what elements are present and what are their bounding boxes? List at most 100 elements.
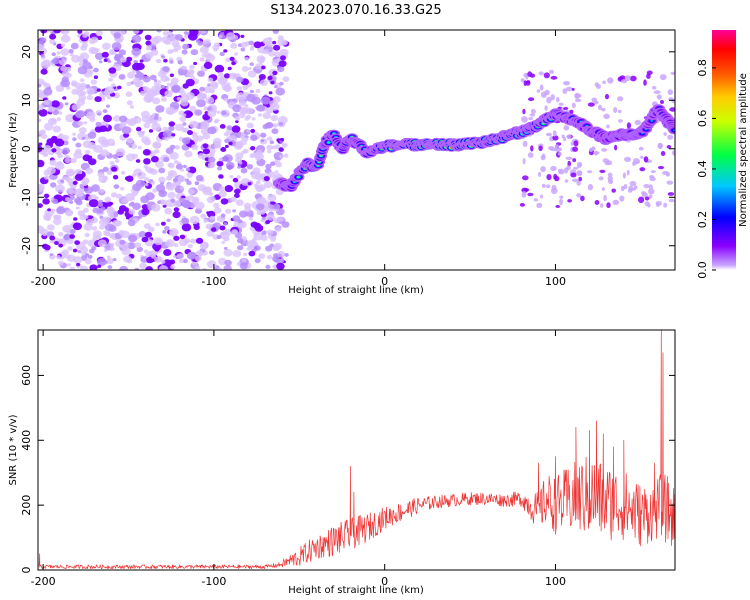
noise-cell <box>273 44 281 51</box>
noise-cell <box>74 168 83 176</box>
noise-cell <box>638 196 645 203</box>
noise-cell <box>260 235 268 241</box>
noise-cell <box>538 71 544 76</box>
noise-cell <box>79 52 90 61</box>
noise-cell <box>612 199 620 205</box>
noise-cell <box>205 39 211 44</box>
noise-cell <box>256 104 265 112</box>
noise-cell <box>219 51 225 57</box>
noise-cell <box>660 151 666 156</box>
noise-cell <box>256 180 261 185</box>
noise-cell <box>65 209 74 217</box>
noise-cell <box>153 116 159 120</box>
noise-cell <box>111 83 116 88</box>
noise-cell <box>561 134 565 139</box>
noise-cell <box>74 240 80 246</box>
ridge-cell <box>672 129 675 132</box>
noise-cell <box>43 169 51 176</box>
noise-cell <box>192 121 198 126</box>
noise-cell <box>84 258 92 265</box>
noise-cell <box>205 96 215 105</box>
noise-cell <box>203 218 209 223</box>
noise-cell <box>643 79 647 86</box>
noise-cell <box>125 216 130 220</box>
noise-cell <box>144 183 149 187</box>
noise-cell <box>61 249 69 256</box>
noise-cell <box>155 222 160 227</box>
noise-cell <box>70 80 78 86</box>
noise-cell <box>545 132 553 137</box>
noise-cell <box>195 237 204 244</box>
noise-cell <box>128 209 136 215</box>
noise-cell <box>86 87 95 96</box>
noise-cell <box>181 200 192 209</box>
noise-cell <box>169 152 179 160</box>
noise-cell <box>236 86 243 91</box>
noise-cell <box>199 86 206 92</box>
noise-cell <box>249 89 254 94</box>
noise-cell <box>120 231 125 236</box>
noise-cell <box>523 73 529 78</box>
noise-cell <box>538 145 543 152</box>
noise-cell <box>577 171 583 176</box>
noise-cell <box>101 216 111 225</box>
noise-cell <box>218 157 223 162</box>
noise-cell <box>217 267 223 270</box>
noise-cell <box>158 265 169 270</box>
noise-cell <box>643 156 649 163</box>
noise-cell <box>195 39 201 43</box>
noise-cell <box>155 160 164 168</box>
noise-cell <box>182 83 189 89</box>
noise-cell <box>70 42 79 50</box>
noise-cell <box>170 198 176 203</box>
noise-cell <box>237 245 244 251</box>
noise-cell <box>144 177 150 182</box>
noise-cell <box>266 136 273 141</box>
noise-cell <box>70 157 77 164</box>
noise-cell <box>62 140 69 146</box>
noise-cell <box>226 32 236 40</box>
noise-cell <box>573 140 579 147</box>
noise-cell <box>558 102 564 106</box>
noise-cell <box>574 98 582 103</box>
noise-cell <box>624 75 631 82</box>
noise-cell <box>108 225 117 232</box>
noise-cell <box>56 51 61 55</box>
noise-cell <box>94 96 102 103</box>
noise-cell <box>272 40 277 45</box>
noise-cell <box>165 86 170 90</box>
noise-cell <box>555 205 561 208</box>
noise-cell <box>88 46 98 55</box>
noise-cell <box>175 163 183 170</box>
noise-cell <box>39 37 47 44</box>
colorbar-tick-label: 0.0 <box>696 261 709 279</box>
noise-cell <box>54 241 59 245</box>
noise-cell <box>189 30 199 36</box>
noise-cell <box>97 264 102 268</box>
noise-cell <box>132 116 142 124</box>
noise-cell <box>209 250 215 255</box>
noise-cell <box>522 175 529 181</box>
noise-cell <box>145 266 153 270</box>
noise-cell <box>50 182 57 188</box>
noise-cell <box>194 109 203 116</box>
y-tick-label: 600 <box>20 365 33 386</box>
x-tick-label: -200 <box>31 575 56 588</box>
noise-cell <box>181 127 187 133</box>
noise-cell <box>111 166 118 172</box>
noise-cell <box>207 77 214 83</box>
noise-cell <box>190 75 195 80</box>
noise-cell <box>601 148 608 152</box>
noise-cell <box>255 88 261 94</box>
noise-cell <box>246 122 254 129</box>
noise-cell <box>123 255 132 263</box>
noise-cell <box>199 57 205 62</box>
noise-cell <box>522 157 526 165</box>
noise-cell <box>156 30 162 33</box>
noise-cell <box>576 193 581 198</box>
noise-cell <box>254 258 261 264</box>
noise-cell <box>51 100 60 108</box>
noise-cell <box>136 70 141 74</box>
noise-cell <box>136 246 143 252</box>
noise-cell <box>562 88 568 94</box>
